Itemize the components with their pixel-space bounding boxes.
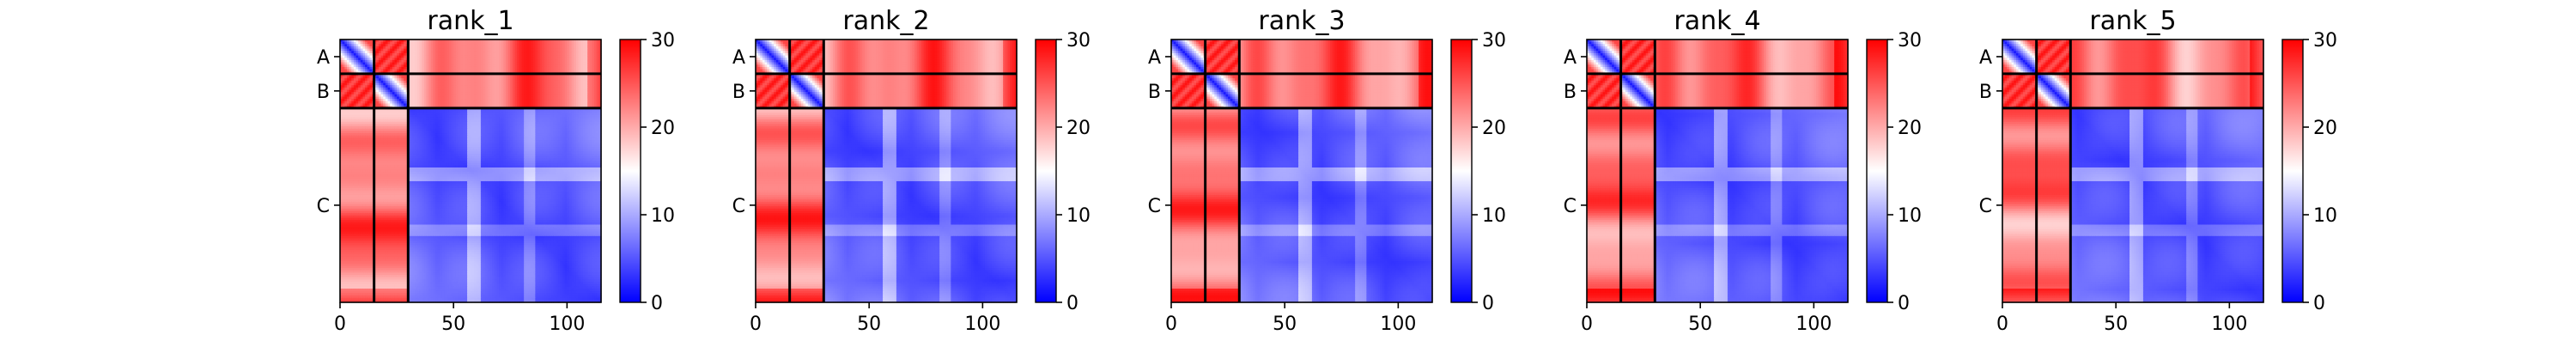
panel-title: rank_1 xyxy=(427,6,513,36)
heatmap-cells xyxy=(340,40,602,303)
